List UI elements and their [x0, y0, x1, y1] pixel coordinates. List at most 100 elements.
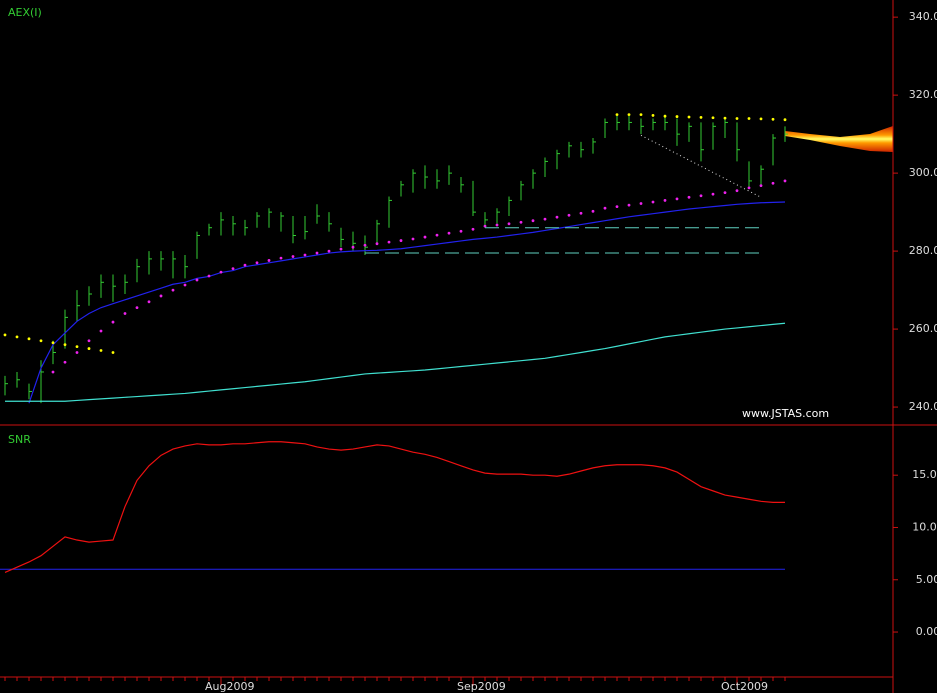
- indicator-dot: [87, 347, 91, 350]
- indicator-dot: [315, 251, 319, 255]
- indicator-dot: [399, 239, 403, 242]
- indicator-dot: [759, 117, 763, 121]
- indicator-dot: [579, 211, 583, 215]
- indicator-dot: [375, 242, 379, 246]
- indicator-dot: [663, 114, 667, 118]
- indicator-dot: [651, 114, 655, 117]
- indicator-dot: [615, 113, 619, 117]
- indicator-dot: [327, 249, 331, 253]
- indicator-dot: [3, 333, 7, 337]
- indicator-dot: [459, 229, 463, 233]
- indicator-dot: [15, 335, 19, 339]
- y-tick-label: 15.00: [912, 468, 937, 481]
- x-tick-label: Aug2009: [205, 680, 254, 693]
- indicator-dot: [267, 259, 271, 262]
- indicator-dot: [75, 345, 79, 349]
- indicator-dot: [711, 116, 715, 120]
- indicator-dot: [207, 274, 211, 278]
- indicator-dot: [303, 253, 307, 257]
- indicator-dot: [723, 191, 727, 195]
- indicator-dot: [711, 192, 715, 196]
- panel-title: SNR: [8, 433, 31, 446]
- indicator-dot: [771, 117, 775, 121]
- indicator-dot: [291, 255, 295, 258]
- indicator-dot: [75, 351, 79, 354]
- indicator-dot: [243, 263, 247, 267]
- indicator-dot: [675, 115, 679, 118]
- indicator-dot: [411, 237, 415, 241]
- indicator-dot: [351, 245, 355, 249]
- indicator-dot: [771, 181, 775, 185]
- indicator-dot: [99, 329, 103, 333]
- indicator-dot: [723, 116, 727, 120]
- indicator-dot: [747, 186, 751, 190]
- chart-title: AEX(I): [8, 6, 42, 19]
- indicator-dot: [111, 351, 115, 354]
- x-tick-label: Oct2009: [721, 680, 768, 693]
- y-tick-label: 5.00: [916, 573, 937, 586]
- indicator-dot: [123, 312, 127, 315]
- indicator-dot: [687, 115, 691, 119]
- indicator-dot: [231, 267, 235, 271]
- indicator-dot: [87, 339, 91, 343]
- indicator-dot: [219, 270, 223, 274]
- indicator-dot: [255, 261, 259, 265]
- y-tick-label: 320.00: [909, 88, 937, 101]
- y-tick-label: 10.00: [912, 520, 937, 533]
- indicator-line: [5, 322, 786, 402]
- indicator-dot: [543, 217, 547, 221]
- indicator-dot: [651, 200, 655, 204]
- y-tick-label: 260.00: [909, 322, 937, 335]
- y-tick-label: 300.00: [909, 166, 937, 179]
- indicator-dot: [783, 118, 787, 122]
- indicator-dot: [363, 243, 367, 247]
- y-tick-label: 240.00: [909, 400, 937, 413]
- indicator-line: [28, 201, 786, 404]
- indicator-dot: [387, 240, 391, 244]
- indicator-dot: [195, 278, 199, 282]
- indicator-dot: [507, 222, 511, 226]
- trend-line: [640, 134, 762, 198]
- y-tick-label: 280.00: [909, 244, 937, 257]
- indicator-dot: [603, 206, 607, 210]
- indicator-dot: [171, 288, 175, 292]
- indicator-dot: [747, 117, 751, 120]
- indicator-dot: [99, 349, 103, 352]
- indicator-dot: [51, 370, 55, 374]
- indicator-dot: [735, 189, 739, 193]
- x-tick-label: Sep2009: [457, 680, 506, 693]
- indicator-dot: [531, 219, 535, 223]
- indicator-dot: [63, 360, 67, 364]
- indicator-dot: [567, 213, 571, 217]
- indicator-dot: [423, 235, 427, 239]
- y-tick-label: 0.00: [916, 625, 937, 638]
- indicator-dot: [519, 220, 523, 224]
- indicator-dot: [783, 179, 787, 183]
- indicator-dot: [39, 339, 43, 343]
- snr-line: [4, 441, 785, 573]
- indicator-dot: [687, 195, 691, 199]
- indicator-dot: [699, 115, 703, 119]
- indicator-dot: [615, 205, 619, 209]
- indicator-dot: [159, 294, 163, 298]
- indicator-dot: [627, 203, 631, 207]
- indicator-dot: [435, 233, 439, 237]
- indicator-dot: [27, 337, 31, 341]
- watermark: www.JSTAS.com: [742, 407, 829, 420]
- indicator-dot: [279, 256, 283, 260]
- indicator-dot: [627, 113, 631, 117]
- indicator-dot: [639, 202, 643, 205]
- indicator-dot: [639, 113, 643, 117]
- indicator-dot: [51, 341, 55, 345]
- indicator-dot: [555, 215, 559, 219]
- indicator-dot: [63, 343, 67, 347]
- indicator-dot: [699, 194, 703, 198]
- indicator-dot: [447, 231, 451, 235]
- indicator-dot: [735, 117, 739, 120]
- indicator-dot: [663, 199, 667, 202]
- indicator-dot: [147, 300, 151, 304]
- indicator-dot: [135, 306, 139, 310]
- indicator-dot: [483, 224, 487, 228]
- indicator-dot: [471, 227, 475, 231]
